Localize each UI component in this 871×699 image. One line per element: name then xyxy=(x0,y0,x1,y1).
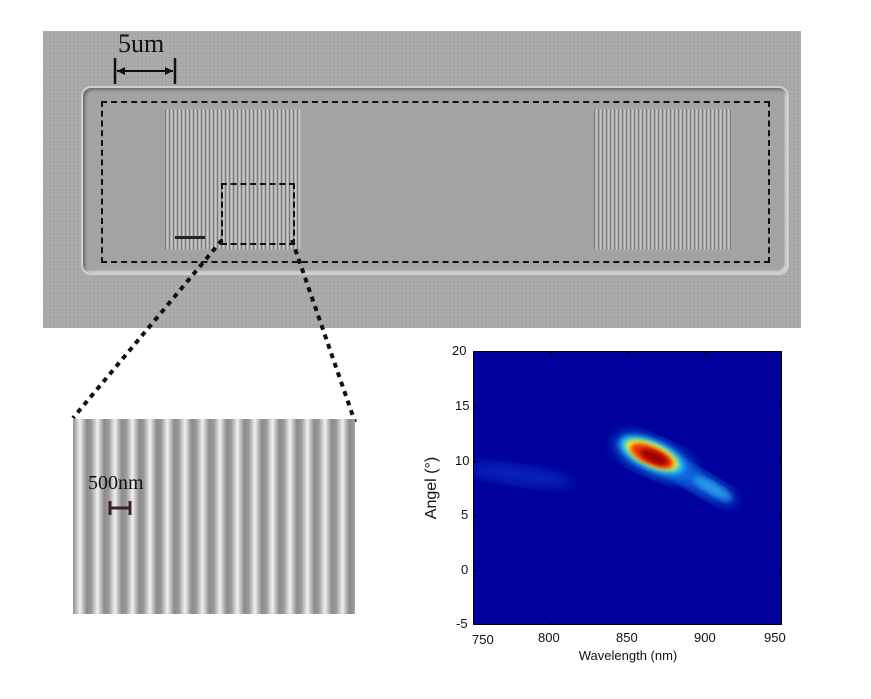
heatmap-canvas xyxy=(474,352,781,624)
x-tick-label: 900 xyxy=(694,630,716,645)
y-tick-label: 20 xyxy=(452,343,467,358)
left-grating xyxy=(165,109,301,249)
sem-overview-image xyxy=(43,31,801,328)
scale-bar-5um xyxy=(113,58,177,84)
x-axis-label: Wavelength (nm) xyxy=(578,648,678,663)
y-tick-label: -5 xyxy=(456,616,468,631)
scale-bar-500nm xyxy=(108,501,132,515)
main-lobe-peak xyxy=(640,448,668,466)
sem-zoom-image xyxy=(73,419,355,614)
x-tick-label: 800 xyxy=(538,630,560,645)
y-axis-label: Angel (°) xyxy=(423,456,440,520)
right-grating xyxy=(594,109,732,249)
y-tick-label: 10 xyxy=(455,453,470,468)
marker-bar xyxy=(175,236,205,239)
faint-band xyxy=(474,462,574,488)
x-tick-label: 950 xyxy=(764,630,786,645)
x-tick-label: 850 xyxy=(616,630,638,645)
heatmap-plot-area xyxy=(473,351,782,625)
y-tick-label: 15 xyxy=(455,398,470,413)
scale-label-500nm: 500nm xyxy=(88,472,144,494)
x-tick-label: 750 xyxy=(472,632,494,647)
scale-label-5um: 5um xyxy=(118,29,165,58)
device-outline-dashed xyxy=(101,101,770,263)
y-tick-label: 5 xyxy=(461,507,469,522)
tail-core xyxy=(692,475,732,501)
y-tick-label: 0 xyxy=(461,562,469,577)
zoom-region-box xyxy=(221,183,295,245)
